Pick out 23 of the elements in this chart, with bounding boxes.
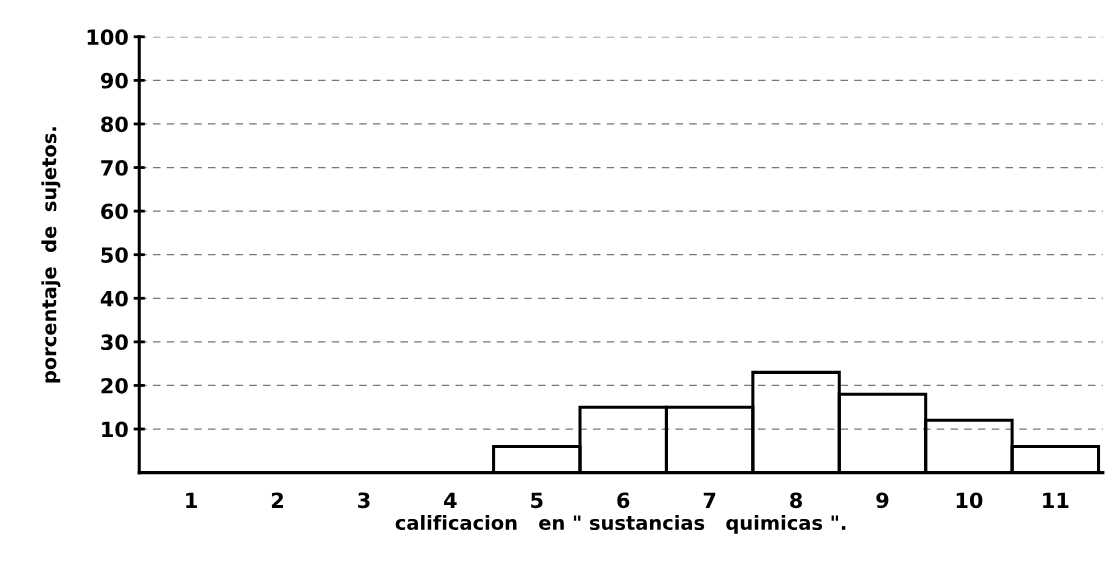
y-tick-label: 70: [101, 159, 128, 176]
x-tick-label: 11: [1043, 492, 1069, 508]
x-tick-label: 3: [358, 492, 370, 509]
y-axis-title: porcentaje de sujetos.: [41, 127, 61, 383]
y-tick-label: 30: [101, 334, 128, 351]
x-axis-title: calificacion en " sustancias quimicas ".: [395, 514, 846, 534]
x-tick-label: 10: [956, 492, 983, 509]
y-tick-label: 100: [87, 29, 128, 45]
y-tick-label: 20: [101, 377, 128, 394]
x-tick-label: 2: [271, 492, 283, 508]
x-tick-label: 8: [790, 492, 803, 509]
x-tick-label: 1: [186, 492, 197, 508]
x-tick-label: 5: [531, 492, 543, 509]
x-tick-label: 6: [617, 492, 630, 509]
x-tick-label: 4: [444, 492, 457, 508]
y-tick-label: 80: [101, 116, 128, 133]
y-tick-label: 50: [101, 247, 128, 263]
y-tick-label: 90: [100, 72, 128, 89]
x-tick-label: 9: [876, 492, 889, 509]
x-tick-label: 7: [703, 492, 716, 508]
y-tick-label: 40: [100, 290, 128, 307]
y-tick-label: 10: [102, 421, 128, 438]
y-tick-label: 60: [101, 203, 128, 220]
